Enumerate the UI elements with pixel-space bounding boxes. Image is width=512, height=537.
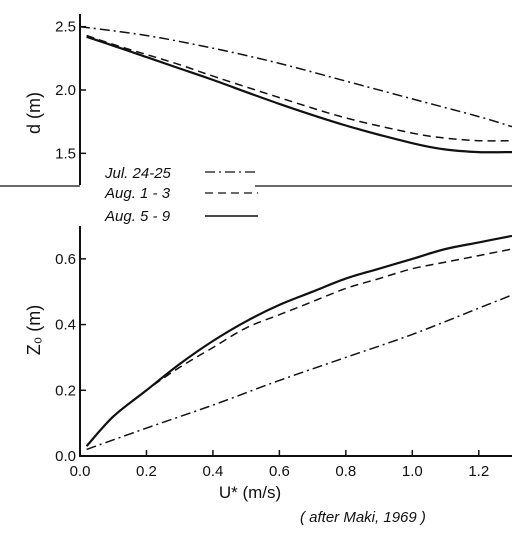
bottom-series-1-line (86, 248, 512, 447)
top-series-1-line (86, 34, 512, 142)
bottom-ticks: 0.0 0.2 0.4 0.6 0.0 0.2 0.4 0.6 0.8 1.0 1.2 (55, 251, 489, 480)
bottom-series (85, 234, 512, 451)
bottom-panel: 0.0 0.2 0.4 0.6 0.0 0.2 0.4 0.6 0.8 1.0 1.2 Z₀ (m)… (24, 226, 512, 502)
credit-note: ( after Maki, 1969 ) (300, 509, 426, 526)
bottom-y-tick-label: 0.0 (55, 448, 76, 465)
bottom-series-0-line (86, 294, 512, 451)
top-y-tick-label: 2.5 (55, 19, 76, 36)
x-tick-label: 0.6 (269, 463, 290, 480)
bottom-y-tick-label: 0.6 (55, 251, 76, 268)
top-series-0-line (79, 25, 512, 128)
x-tick-label: 0.2 (136, 463, 157, 480)
bottom-x-axis-label: U* (m/s) (219, 483, 281, 502)
bottom-series-2-line (85, 234, 512, 447)
legend-label-aug5: Aug. 5 - 9 (104, 208, 171, 225)
bottom-y-axis-label: Z₀ (m) (24, 305, 44, 355)
top-y-tick-label: 2.0 (55, 82, 76, 99)
bottom-y-tick-label: 0.4 (55, 317, 76, 334)
x-tick-label: 0.4 (202, 463, 223, 480)
top-y-axis-label: d (m) (24, 92, 44, 134)
x-tick-label: 0.8 (335, 463, 356, 480)
top-y-tick-label: 1.5 (55, 145, 76, 162)
legend-label-jul: Jul. 24-25 (104, 165, 172, 182)
legend-label-aug1: Aug. 1 - 3 (104, 185, 171, 202)
bottom-y-tick-label: 0.2 (55, 382, 76, 399)
legend: Jul. 24-25 Aug. 1 - 3 Aug. 5 - 9 (104, 165, 258, 225)
top-series (79, 25, 512, 154)
x-tick-label: 1.2 (468, 463, 489, 480)
top-y-ticks: 2.5 2.0 1.5 (55, 19, 86, 162)
x-tick-label: 1.0 (402, 463, 423, 480)
top-series-2-line (86, 35, 512, 154)
x-tick-label: 0.0 (70, 463, 91, 480)
top-panel: 2.5 2.0 1.5 d (m) (24, 14, 512, 185)
